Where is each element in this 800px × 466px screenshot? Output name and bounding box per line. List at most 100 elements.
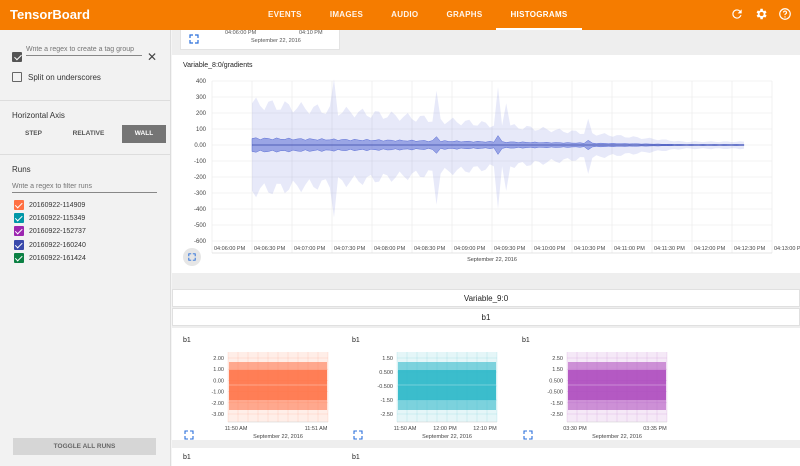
y-tick-label: -2.50 (380, 412, 393, 418)
y-tick-label: -600 (194, 239, 207, 245)
run-checkbox[interactable] (14, 253, 24, 263)
run-item[interactable]: 20160922-115349 (14, 213, 85, 223)
section-header[interactable]: Variable_9:0 (172, 289, 800, 307)
run-checkbox[interactable] (14, 240, 24, 250)
y-tick-label: 0.500 (379, 370, 393, 376)
expand-button[interactable] (183, 248, 201, 266)
horizontal-axis-title: Horizontal Axis (12, 111, 65, 120)
y-tick-label: -0.500 (377, 384, 393, 390)
chart-title: Variable_8:0/gradients (183, 62, 253, 69)
chart-title: b1 (352, 337, 360, 344)
tab-bar: EVENTS IMAGES AUDIO GRAPHS HISTOGRAMS (254, 0, 582, 30)
tag-header[interactable]: b1 (172, 308, 800, 326)
y-tick-label: -0.500 (547, 390, 563, 396)
previous-chart-card: 04:06:00 PM 04:10 PM September 22, 2016 (180, 30, 340, 50)
sidebar: ✕ Split on underscores Horizontal Axis S… (0, 30, 171, 466)
small-histogram-charts[interactable]: b1 2.00 1.00 0.00 -1.00 -2.00 -3.00 11:50 AM 11:… (172, 328, 800, 440)
runs-title: Runs (12, 165, 31, 174)
tag-group-checkbox[interactable] (12, 52, 22, 62)
run-label: 20160922-115349 (29, 214, 86, 222)
axis-wall-button[interactable]: WALL (122, 125, 166, 143)
tag-group-regex-input[interactable] (26, 44, 142, 56)
tab-graphs[interactable]: GRAPHS (446, 10, 483, 19)
y-tick-label: 0.00 (213, 378, 224, 384)
x-axis-date: September 22, 2016 (253, 434, 303, 440)
x-tick-label: 04:10 PM (299, 30, 323, 36)
small-charts-row: b1 2.00 1.00 0.00 -1.00 -2.00 -3.00 11:50 AM 11:… (172, 328, 800, 440)
x-tick-label: 04:10:30 PM (574, 246, 606, 252)
top-actions (730, 7, 792, 21)
divider (0, 154, 171, 155)
x-axis-date: September 22, 2016 (467, 257, 517, 263)
run-item[interactable]: 20160922-152737 (14, 226, 86, 236)
y-tick-label: -1.50 (550, 401, 563, 407)
y-tick-label: -200 (194, 175, 207, 181)
split-checkbox[interactable] (12, 72, 22, 82)
tab-events[interactable]: EVENTS (268, 10, 302, 19)
y-tick-label: -3.00 (211, 412, 224, 418)
x-axis-date: September 22, 2016 (422, 434, 472, 440)
x-tick-label: 12:00 PM (433, 426, 457, 432)
tab-histograms[interactable]: HISTOGRAMS (496, 0, 582, 30)
y-tick-label: -300 (194, 191, 207, 197)
x-tick-label: 04:06:30 PM (254, 246, 286, 252)
x-tick-label: 03:35 PM (643, 426, 667, 432)
y-tick-label: 2.50 (552, 356, 563, 362)
y-tick-label: -500 (194, 223, 207, 229)
y-tick-label: 0.00 (194, 143, 206, 149)
split-label: Split on underscores (28, 72, 101, 82)
run-checkbox[interactable] (14, 213, 24, 223)
tab-images[interactable]: IMAGES (329, 10, 364, 19)
axis-relative-button[interactable]: RELATIVE (72, 130, 105, 137)
run-checkbox[interactable] (14, 226, 24, 236)
run-item[interactable]: 20160922-160240 (14, 240, 86, 250)
y-tick-label: 100 (196, 127, 207, 133)
toggle-all-runs-button[interactable]: TOGGLE ALL RUNS (13, 438, 156, 455)
close-icon[interactable]: ✕ (147, 50, 158, 64)
x-tick-label: 04:08:30 PM (414, 246, 446, 252)
y-tick-label: -1.50 (380, 398, 393, 404)
run-item[interactable]: 20160922-161424 (14, 253, 86, 263)
run-label: 20160922-152737 (29, 227, 86, 235)
run-checkbox[interactable] (14, 200, 24, 210)
runs-filter-input[interactable] (12, 181, 157, 193)
expand-icon[interactable] (189, 34, 199, 44)
x-tick-label: 03:30 PM (563, 426, 587, 432)
y-tick-label: 300 (196, 95, 207, 101)
x-tick-label: 04:07:00 PM (294, 246, 326, 252)
divider (0, 100, 171, 101)
y-tick-label: -2.00 (211, 401, 224, 407)
gear-icon[interactable] (754, 7, 768, 21)
x-tick-label: 04:06:00 PM (214, 246, 246, 252)
chart-title: b1 (183, 454, 191, 461)
x-tick-label: 11:51 AM (305, 426, 328, 432)
x-tick-label: 04:11:30 PM (654, 246, 685, 252)
x-tick-label: 04:11:00 PM (614, 246, 645, 252)
y-tick-label: -2.50 (550, 412, 563, 418)
x-tick-label: 04:08:00 PM (374, 246, 406, 252)
x-tick-label: 04:13:00 PM (774, 246, 800, 252)
x-tick-label: 04:12:00 PM (694, 246, 726, 252)
x-tick-label: 04:09:00 PM (454, 246, 486, 252)
run-item[interactable]: 20160922-114909 (14, 200, 85, 210)
y-tick-label: 0.500 (549, 378, 563, 384)
x-tick-label: 04:10:00 PM (534, 246, 566, 252)
x-tick-label: 11:50 AM (394, 426, 417, 432)
expand-icon[interactable] (353, 430, 363, 440)
axis-button-group: STEP RELATIVE WALL (12, 125, 168, 143)
histogram-chart[interactable]: 400 300 200 100 0.00 -100 -200 -300 -400 -500 -600… (172, 73, 800, 273)
x-tick-label: 04:06:00 PM (225, 30, 257, 36)
y-tick-label: 400 (196, 79, 207, 85)
axis-step-button[interactable]: STEP (25, 130, 42, 137)
x-tick-label: 04:09:30 PM (494, 246, 526, 252)
tab-audio[interactable]: AUDIO (391, 10, 419, 19)
help-icon[interactable] (778, 7, 792, 21)
y-tick-label: 1.50 (552, 367, 563, 373)
expand-icon (188, 253, 196, 261)
y-tick-label: 1.50 (382, 356, 393, 362)
expand-icon[interactable] (184, 430, 194, 440)
chart-title: b1 (522, 337, 530, 344)
refresh-icon[interactable] (730, 7, 744, 21)
expand-icon[interactable] (523, 430, 533, 440)
y-tick-label: 1.00 (213, 367, 224, 373)
